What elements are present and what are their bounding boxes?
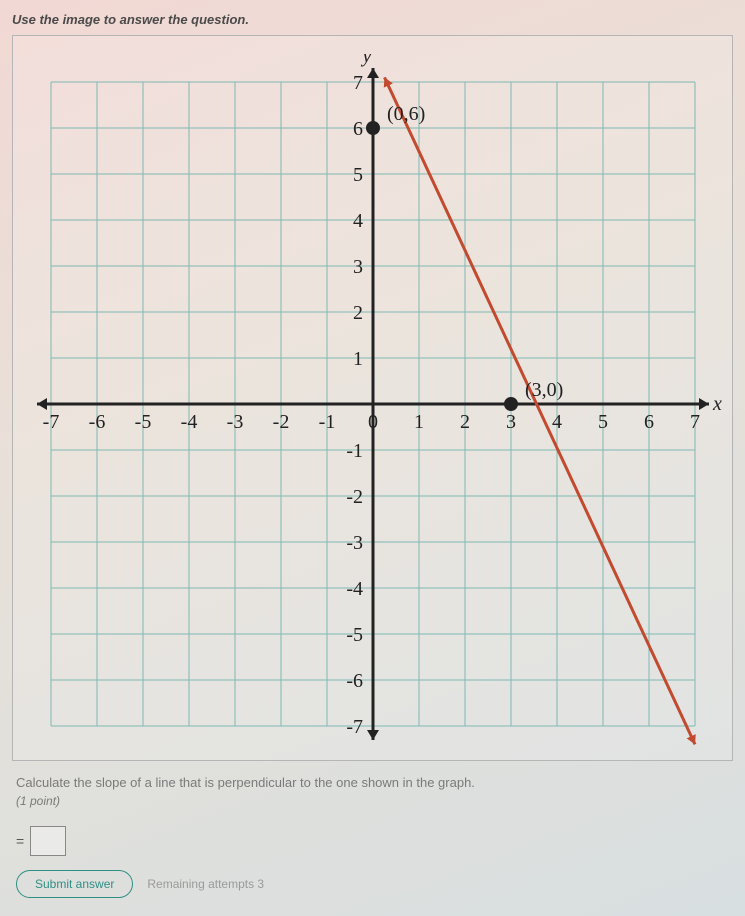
svg-text:x: x xyxy=(712,393,722,415)
svg-text:4: 4 xyxy=(353,210,363,232)
points-label: (1 point) xyxy=(16,794,729,808)
svg-text:0: 0 xyxy=(368,411,378,433)
svg-text:2: 2 xyxy=(353,302,363,324)
svg-text:y: y xyxy=(360,54,371,67)
svg-text:5: 5 xyxy=(598,411,608,433)
svg-text:(0,6): (0,6) xyxy=(387,103,425,125)
svg-text:-2: -2 xyxy=(346,486,363,508)
coordinate-plane: xy-7-6-5-4-3-2-101234567-7-6-5-4-3-2-112… xyxy=(23,54,723,754)
button-row: Submit answer Remaining attempts 3 xyxy=(16,870,729,898)
svg-text:-6: -6 xyxy=(88,411,105,433)
svg-text:1: 1 xyxy=(353,348,363,370)
instruction-text: Use the image to answer the question. xyxy=(12,12,733,27)
graph-container: xy-7-6-5-4-3-2-101234567-7-6-5-4-3-2-112… xyxy=(12,35,733,761)
submit-button[interactable]: Submit answer xyxy=(16,870,133,898)
svg-text:-4: -4 xyxy=(346,578,363,600)
svg-text:-4: -4 xyxy=(180,411,197,433)
svg-text:-3: -3 xyxy=(226,411,243,433)
svg-text:5: 5 xyxy=(353,164,363,186)
graph-plot-area: xy-7-6-5-4-3-2-101234567-7-6-5-4-3-2-112… xyxy=(23,54,723,754)
svg-text:-1: -1 xyxy=(318,411,335,433)
attempts-remaining: Remaining attempts 3 xyxy=(147,877,264,891)
svg-text:-5: -5 xyxy=(346,624,363,646)
svg-text:-7: -7 xyxy=(42,411,59,433)
svg-text:-6: -6 xyxy=(346,670,363,692)
svg-text:2: 2 xyxy=(460,411,470,433)
svg-text:6: 6 xyxy=(644,411,654,433)
svg-text:3: 3 xyxy=(506,411,516,433)
svg-text:(3,0): (3,0) xyxy=(525,379,563,401)
svg-text:6: 6 xyxy=(353,118,363,140)
answer-prefix: = xyxy=(16,833,24,849)
svg-text:4: 4 xyxy=(552,411,562,433)
svg-text:3: 3 xyxy=(353,256,363,278)
svg-text:-1: -1 xyxy=(346,440,363,462)
svg-text:-3: -3 xyxy=(346,532,363,554)
svg-text:7: 7 xyxy=(690,411,700,433)
svg-text:-7: -7 xyxy=(346,716,363,738)
svg-text:7: 7 xyxy=(353,72,363,94)
answer-input[interactable] xyxy=(30,826,66,856)
svg-text:-5: -5 xyxy=(134,411,151,433)
answer-row: = xyxy=(16,826,729,856)
svg-text:1: 1 xyxy=(414,411,424,433)
question-text: Calculate the slope of a line that is pe… xyxy=(16,775,729,790)
svg-text:-2: -2 xyxy=(272,411,289,433)
